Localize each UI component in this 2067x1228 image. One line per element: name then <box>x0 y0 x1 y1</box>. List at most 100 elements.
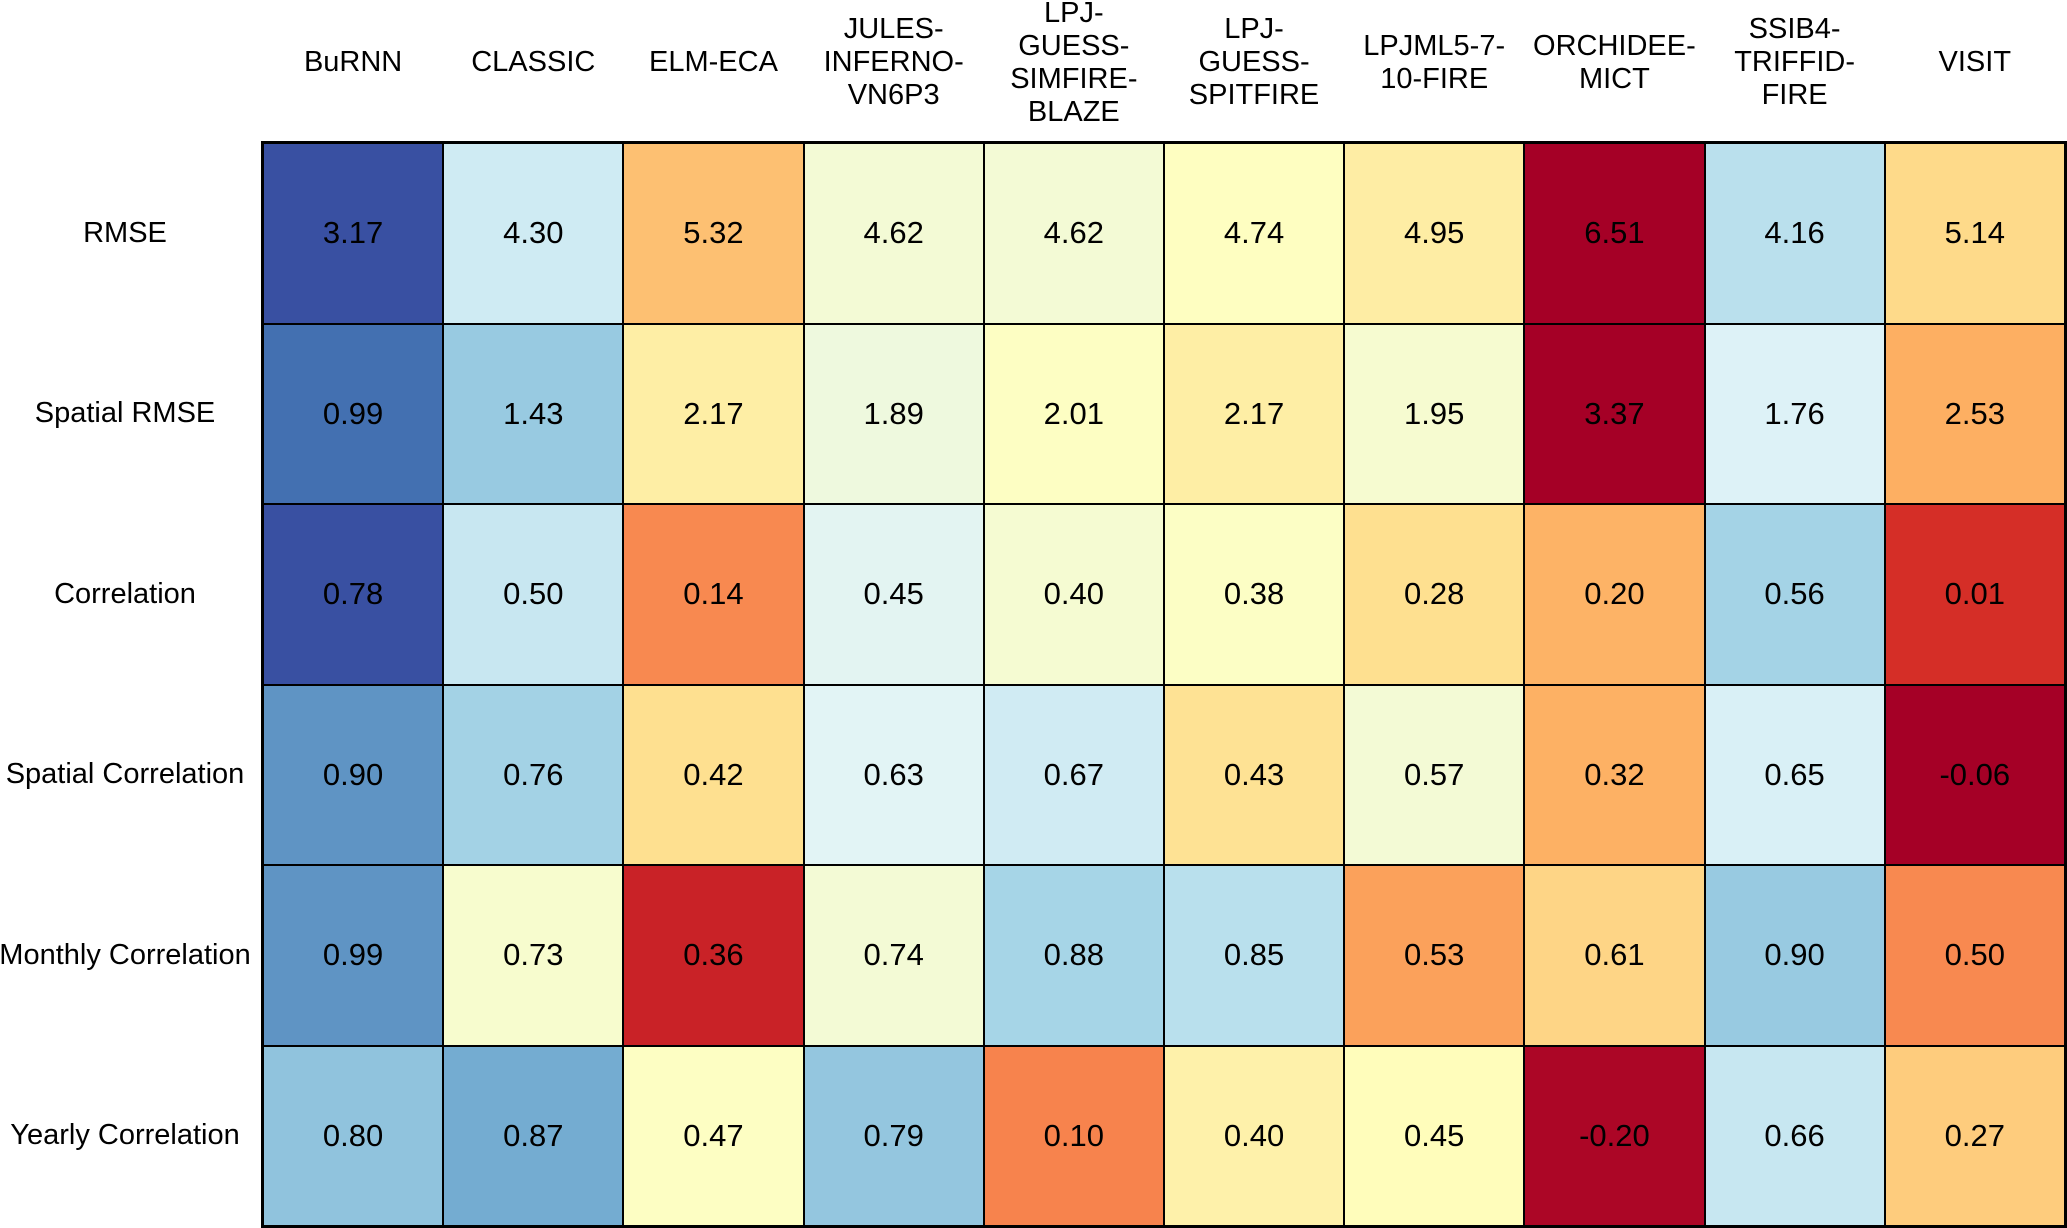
heatmap-cell: 0.57 <box>1344 684 1525 865</box>
column-header-line: 10-FIRE <box>1380 62 1489 95</box>
column-header-line: VISIT <box>1938 46 2012 78</box>
column-header-lpj-guess-spitfire: LPJ- GUESS- SPITFIRE <box>1164 0 1344 143</box>
heatmap-cell: 0.20 <box>1524 504 1705 685</box>
heatmap-cell: 5.14 <box>1884 143 2065 324</box>
column-header-line: LPJ- <box>1224 13 1284 45</box>
column-header-line: ORCHIDEE- <box>1533 29 1696 62</box>
heatmap-cell: 0.01 <box>1884 504 2065 685</box>
heatmap-cell: 1.43 <box>443 323 624 504</box>
row-label: Correlation <box>54 577 196 610</box>
heatmap-cell: 3.17 <box>263 143 444 324</box>
row-label: Spatial Correlation <box>5 758 245 791</box>
row-label: Yearly Correlation <box>10 1119 240 1152</box>
heatmap-cell: 0.28 <box>1344 504 1525 685</box>
heatmap-cell: 4.16 <box>1704 143 1885 324</box>
column-header-line: INFERNO- <box>823 46 964 78</box>
heatmap-cell: 0.99 <box>263 323 444 504</box>
heatmap-cell: 0.65 <box>1704 684 1885 865</box>
heatmap-cell: 0.85 <box>1163 865 1345 1046</box>
heatmap-cell: 0.53 <box>1344 865 1525 1046</box>
heatmap-cell: 0.66 <box>1704 1045 1885 1226</box>
column-header-burnn: BuRNN <box>263 0 443 143</box>
column-header-lpj-guess-simfire-blaze: LPJ- GUESS- SIMFIRE- BLAZE <box>984 0 1164 143</box>
heatmap-cell: 0.73 <box>443 865 624 1046</box>
heatmap-cell: 0.67 <box>983 684 1164 865</box>
heatmap-cell: 0.43 <box>1163 684 1345 865</box>
heatmap-cell: 0.88 <box>983 865 1164 1046</box>
heatmap-cell: 0.79 <box>803 1045 984 1226</box>
column-header-line: LPJ- <box>1044 0 1104 29</box>
heatmap-cell: 6.51 <box>1524 143 1705 324</box>
heatmap-cell: 0.76 <box>443 684 624 865</box>
heatmap-cell: 0.87 <box>443 1045 624 1226</box>
column-header-visit: VISIT <box>1885 0 2065 143</box>
heatmap-cell: 0.32 <box>1524 684 1705 865</box>
heatmap-cell: 0.74 <box>803 865 984 1046</box>
heatmap-cell: 3.37 <box>1524 323 1705 504</box>
heatmap-cell: 0.90 <box>1704 865 1885 1046</box>
heatmap-cell: 0.90 <box>263 684 444 865</box>
heatmap-cell: 0.14 <box>623 504 804 685</box>
corner-spacer <box>0 0 263 143</box>
row-label: Monthly Correlation <box>0 938 251 971</box>
heatmap-cell: 0.42 <box>623 684 804 865</box>
heatmap-cell: 2.17 <box>623 323 804 504</box>
column-header-line: GUESS- <box>1198 46 1310 78</box>
heatmap-cell: 0.47 <box>623 1045 804 1226</box>
heatmap-cell: 2.17 <box>1163 323 1345 504</box>
heatmap-cell: 2.01 <box>983 323 1164 504</box>
heatmap-cell: 4.30 <box>443 143 624 324</box>
heatmap-cell: 0.45 <box>803 504 984 685</box>
heatmap-cell: 0.40 <box>983 504 1164 685</box>
column-header-line: FIRE <box>1761 79 1828 111</box>
heatmap-cell: 0.36 <box>623 865 804 1046</box>
heatmap-cell: 0.99 <box>263 865 444 1046</box>
heatmap-cell: -0.20 <box>1524 1045 1705 1226</box>
column-header-elm-eca: ELM-ECA <box>623 0 803 143</box>
column-header-line: VN6P3 <box>847 79 940 111</box>
heatmap-cell: 4.95 <box>1344 143 1525 324</box>
column-header-orchidee-mict: ORCHIDEE- MICT <box>1524 0 1704 143</box>
heatmap-cell: 0.80 <box>263 1045 444 1226</box>
column-header-line: SPITFIRE <box>1188 79 1320 111</box>
heatmap-cell: 0.56 <box>1704 504 1885 685</box>
column-header-line: BuRNN <box>303 46 403 78</box>
column-header-line: LPJML5-7- <box>1363 29 1506 62</box>
heatmap-cell: 1.89 <box>803 323 984 504</box>
column-header-classic: CLASSIC <box>443 0 623 143</box>
heatmap-cell: 4.62 <box>803 143 984 324</box>
heatmap-cell: 0.40 <box>1163 1045 1345 1226</box>
row-label: RMSE <box>83 216 167 249</box>
column-header-lpjml5-7-10-fire: LPJML5-7- 10-FIRE <box>1344 0 1524 143</box>
column-header-jules-inferno-vn6p3: JULES- INFERNO- VN6P3 <box>804 0 984 143</box>
heatmap-cell: -0.06 <box>1884 684 2065 865</box>
heatmap-cell: 2.53 <box>1884 323 2065 504</box>
column-header-line: ELM-ECA <box>649 46 778 78</box>
heatmap-cell: 0.50 <box>443 504 624 685</box>
column-header-ssib4-triffid-fire: SSIB4- TRIFFID- FIRE <box>1705 0 1885 143</box>
heatmap-cell: 0.61 <box>1524 865 1705 1046</box>
heatmap-cell: 0.38 <box>1163 504 1345 685</box>
heatmap-cell: 0.10 <box>983 1045 1164 1226</box>
column-header-line: BLAZE <box>1027 95 1120 128</box>
heatmap-cell: 5.32 <box>623 143 804 324</box>
column-header-line: GUESS- <box>1018 29 1130 62</box>
column-header-line: SSIB4- <box>1748 13 1841 45</box>
column-header-line: TRIFFID- <box>1734 46 1855 78</box>
column-header-line: MICT <box>1578 62 1650 95</box>
column-header-line: CLASSIC <box>471 46 596 78</box>
heatmap-cell: 0.50 <box>1884 865 2065 1046</box>
row-label: Spatial RMSE <box>34 397 216 430</box>
heatmap-cell: 0.45 <box>1344 1045 1525 1226</box>
heatmap-cell: 0.63 <box>803 684 984 865</box>
column-header-line: SIMFIRE- <box>1010 62 1138 95</box>
heatmap-cell: 4.62 <box>983 143 1164 324</box>
heatmap-cell: 1.76 <box>1704 323 1885 504</box>
column-header-line: JULES- <box>843 13 944 45</box>
heatmap-cell: 1.95 <box>1344 323 1525 504</box>
heatmap-cell: 4.74 <box>1163 143 1345 324</box>
heatmap-cell: 0.27 <box>1884 1045 2065 1226</box>
heatmap-cell: 0.78 <box>263 504 444 685</box>
